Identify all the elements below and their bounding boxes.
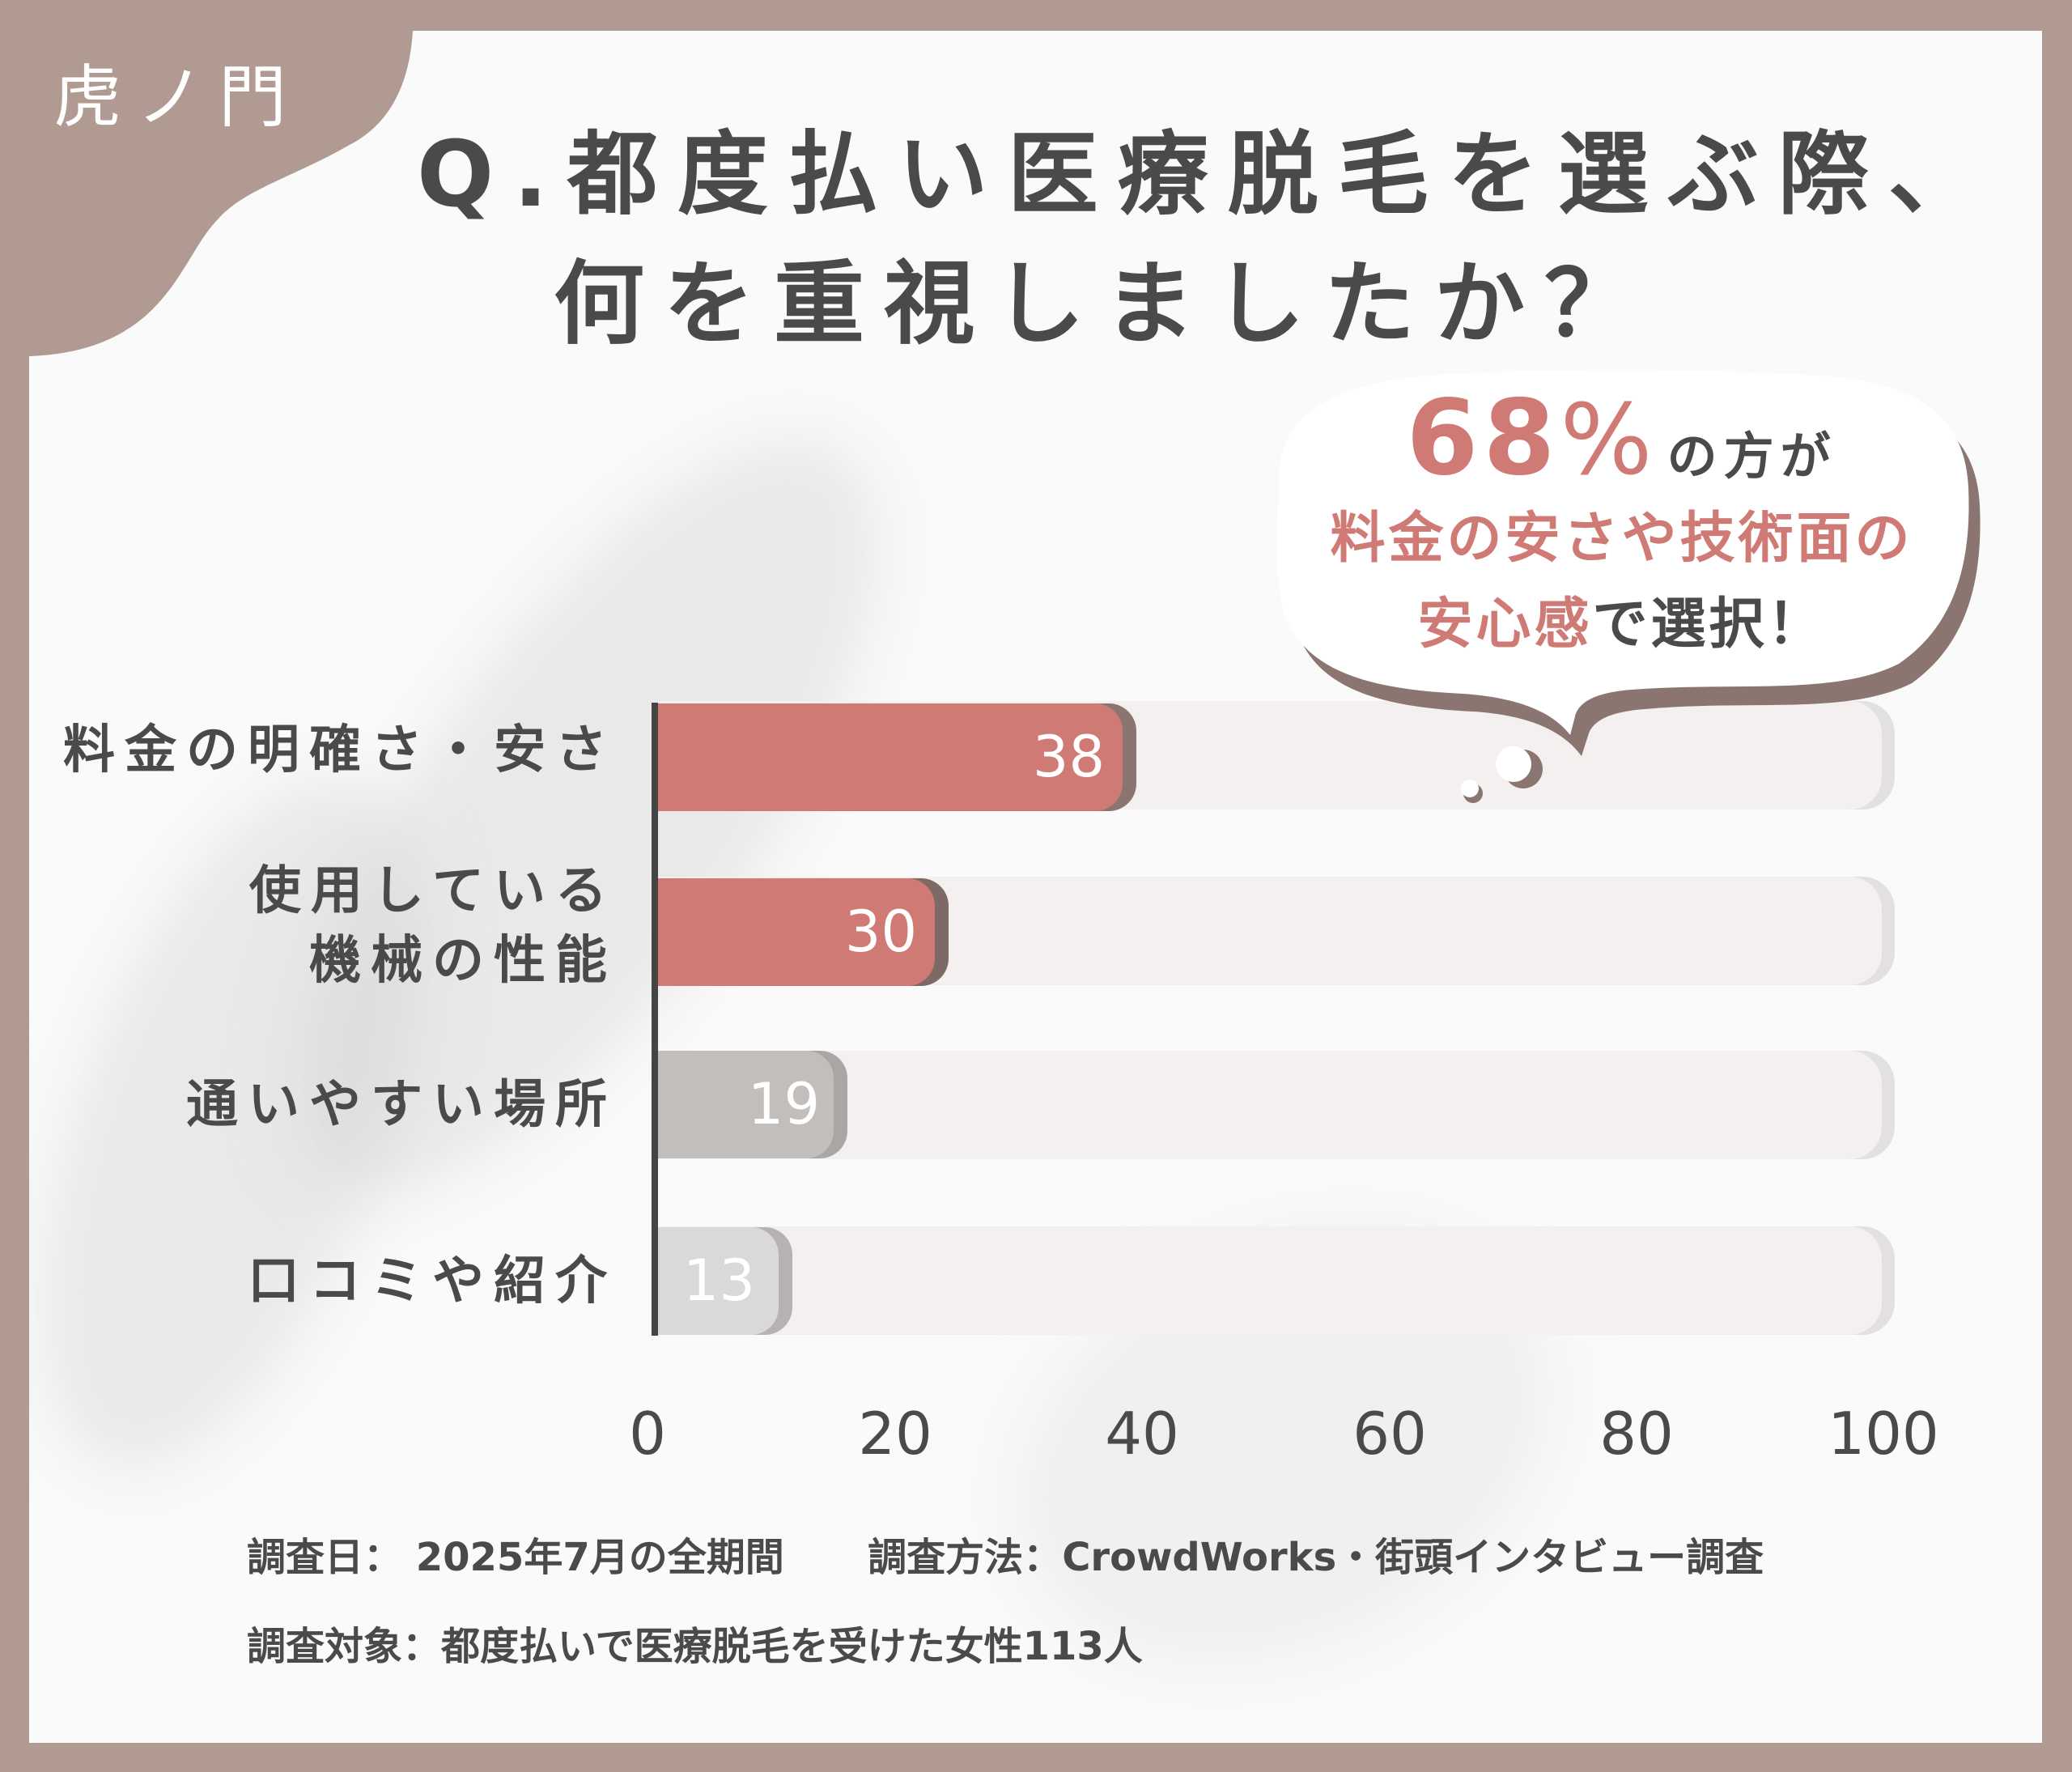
survey-info-line-2: 調査対象：都度払いで医療脱毛を受けた女性113人 (247, 1627, 1143, 1666)
bar-value-label: 30 (844, 899, 917, 965)
bar-value-label: 38 (1032, 724, 1105, 790)
bar-value-label: 13 (682, 1247, 755, 1314)
bar-machine-performance (658, 878, 935, 986)
x-tick-label: 20 (858, 1400, 932, 1468)
x-tick-label: 60 (1352, 1400, 1427, 1468)
survey-method-value: CrowdWorks・街頭インタビュー調査 (1062, 1535, 1764, 1580)
callout-line-3: 安心感で選択！ (1265, 597, 1978, 652)
callout-accent-text: 安心感 (1417, 593, 1593, 657)
callout-percent-suffix: の方が (1667, 427, 1837, 486)
bar-track (658, 1051, 1882, 1159)
brand-label: 虎ノ門 (53, 57, 302, 137)
survey-target-label: 調査対象： (247, 1624, 442, 1669)
page-title-line-2: 何を重視しましたか？ (554, 252, 1654, 357)
category-label-line-2: 機械の性能 (309, 931, 617, 991)
survey-date-value: 2025年7月の全期間 (415, 1535, 784, 1580)
y-axis-line (652, 703, 658, 1336)
category-label-line-1: 使用している (248, 861, 617, 921)
bar-convenient-location (658, 1051, 834, 1158)
callout-percent-value: 68 (1406, 378, 1560, 499)
category-label: 口コミや紹介 (248, 1251, 617, 1311)
corner-blob-shape (0, 0, 413, 389)
survey-info-line-1: 調査日： 2025年7月の全期間 調査方法：CrowdWorks・街頭インタビュ… (247, 1538, 1764, 1577)
bar-reviews-referrals (658, 1227, 779, 1335)
bar-track (658, 1226, 1882, 1335)
bar-price-clarity (658, 703, 1123, 811)
x-tick-label: 100 (1828, 1400, 1939, 1468)
callout-headline: 68% の方が (1265, 387, 1978, 491)
x-tick-label: 40 (1105, 1400, 1179, 1468)
category-label: 料金の明確さ・安さ (63, 720, 617, 780)
survey-date-label: 調査日： (247, 1535, 403, 1580)
speech-bubble (1277, 369, 1981, 803)
callout-line-2: 料金の安さや技術面の (1330, 507, 1913, 571)
callout-rest-text: で選択！ (1592, 593, 1826, 657)
callout-percent-sign: % (1560, 385, 1653, 497)
x-tick-label: 80 (1599, 1400, 1674, 1468)
survey-target-value: 都度払いで医療脱毛を受けた女性113人 (441, 1624, 1143, 1669)
x-tick-label: 0 (629, 1400, 666, 1468)
category-label: 通いやすい場所 (186, 1075, 617, 1135)
page-title-line-1: Q.都度払い医療脱毛を選ぶ際、 (417, 122, 1998, 227)
bar-value-label: 19 (747, 1071, 820, 1137)
survey-method-label: 調査方法： (868, 1535, 1063, 1580)
